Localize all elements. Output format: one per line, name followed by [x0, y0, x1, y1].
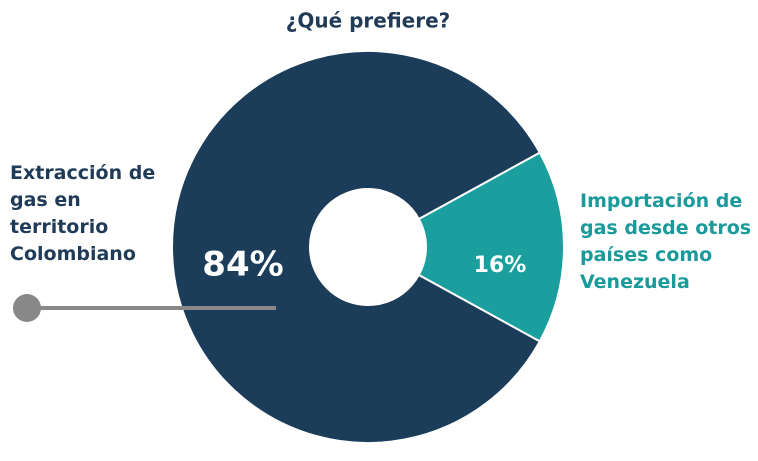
value-label: 84% [202, 245, 283, 285]
leader-dot [13, 294, 41, 322]
category-label: Extracción de gas en territorio Colombia… [10, 162, 156, 265]
value-label: 16% [474, 253, 527, 278]
chart-title: ¿Qué prefiere? [286, 9, 451, 33]
category-label: Importación de gas desde otros países co… [580, 190, 752, 293]
donut-slice [171, 50, 542, 444]
